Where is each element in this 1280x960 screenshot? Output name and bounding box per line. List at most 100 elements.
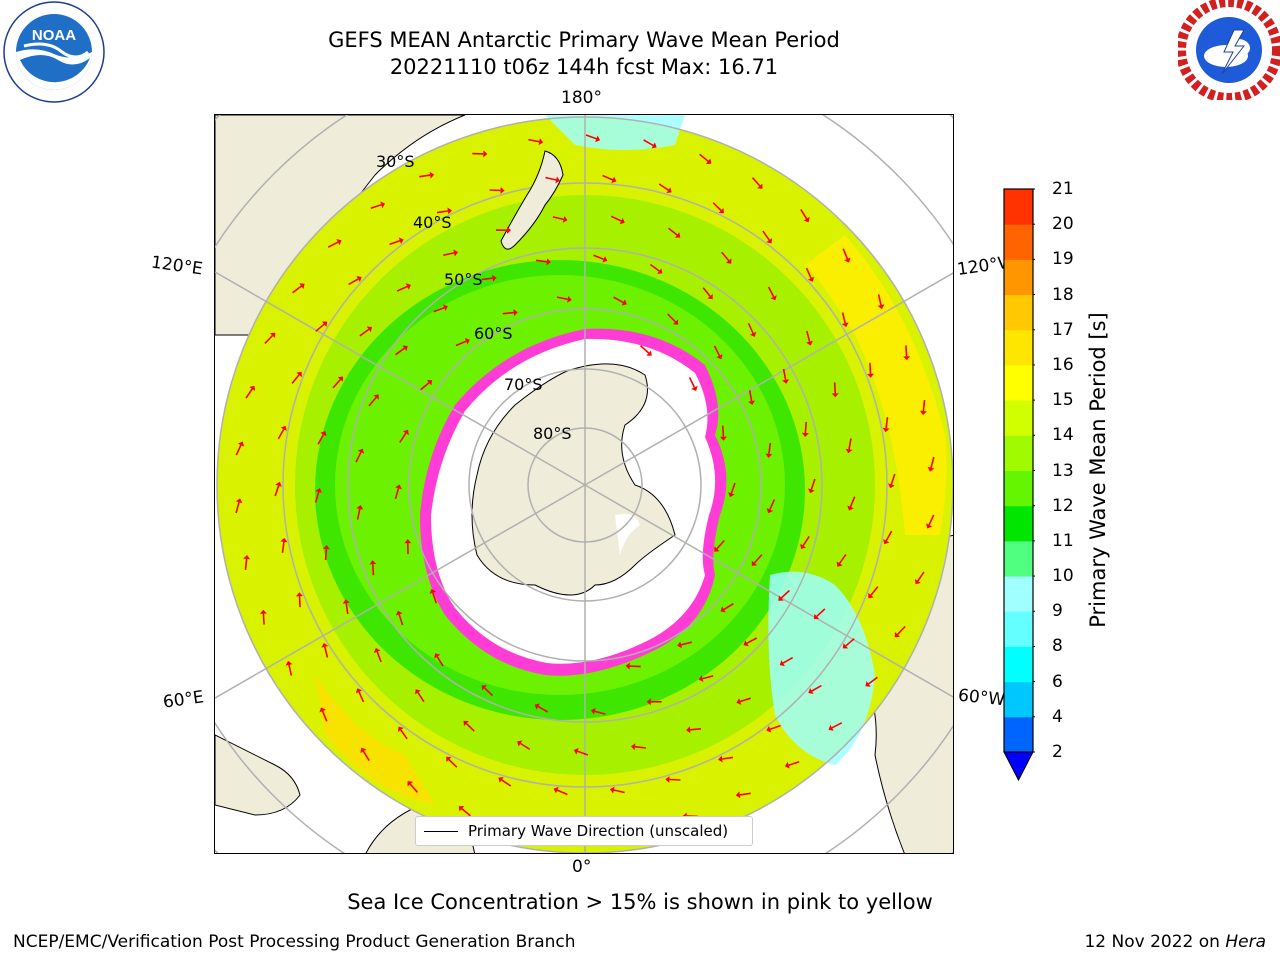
wave-arrow-shaft bbox=[409, 783, 419, 793]
wave-arrow-shaft bbox=[528, 138, 540, 143]
footer-credit: NCEP/EMC/Verification Post Processing Pr… bbox=[13, 932, 576, 952]
wave-arrow-head bbox=[280, 425, 287, 431]
colorbar-tick-label: 14 bbox=[1052, 425, 1074, 446]
wave-arrow-head bbox=[402, 345, 408, 352]
lat-label-80s: 80°S bbox=[533, 424, 572, 443]
wave-arrow-shaft bbox=[244, 558, 248, 570]
wave-arrow-shaft bbox=[235, 444, 242, 456]
wave-arrow-shaft bbox=[613, 296, 624, 304]
wave-arrow-head bbox=[844, 257, 851, 263]
lat-label-50s: 50°S bbox=[444, 270, 483, 289]
colorbar-segment bbox=[1004, 611, 1033, 647]
wave-arrow-head bbox=[296, 592, 303, 597]
wave-arrow-shaft bbox=[398, 614, 404, 626]
wave-arrow-head bbox=[882, 427, 890, 433]
wave-arrow-shaft bbox=[768, 442, 772, 455]
wave-arrow-shaft bbox=[780, 589, 790, 599]
wave-arrow-shaft bbox=[751, 177, 761, 187]
land-antarctic-peninsula bbox=[615, 513, 640, 555]
wave-arrow-head bbox=[691, 385, 698, 391]
lon-label-180: 180° bbox=[561, 88, 602, 108]
wave-arrow-head bbox=[803, 216, 810, 223]
wave-arrow-head bbox=[718, 208, 724, 214]
wave-arrow-shaft bbox=[702, 287, 711, 297]
wave-arrow-head bbox=[831, 393, 839, 398]
wave-arrow-shaft bbox=[356, 508, 361, 520]
wave-arrow-head bbox=[807, 276, 815, 282]
colorbar-segment bbox=[1004, 189, 1033, 225]
colorbar-segment bbox=[1004, 329, 1033, 366]
wave-arrow-head bbox=[894, 632, 900, 638]
wave-arrow-head bbox=[677, 641, 682, 649]
wave-arrow-shaft bbox=[481, 277, 493, 281]
wave-arrow-head bbox=[321, 321, 328, 327]
wave-arrow-shaft bbox=[358, 691, 365, 703]
wave-arrow-head bbox=[434, 653, 441, 659]
wave-arrow-head bbox=[319, 707, 326, 713]
wave-arrow-shaft bbox=[928, 514, 935, 526]
wave-arrow-head bbox=[743, 640, 749, 647]
wave-arrow-head bbox=[590, 707, 596, 715]
wave-arrow-head bbox=[813, 613, 820, 620]
wave-arrow-shaft bbox=[868, 676, 878, 685]
lon-label-60w: 60°W bbox=[957, 685, 1006, 711]
wave-arrow-shaft bbox=[922, 400, 926, 412]
wave-arrow-shaft bbox=[769, 499, 776, 510]
wave-arrow-shaft bbox=[845, 638, 855, 647]
wave-arrow-head bbox=[296, 371, 302, 378]
wave-arrow-head bbox=[808, 488, 815, 494]
wave-arrow-head bbox=[621, 299, 627, 306]
wave-arrow-head bbox=[534, 703, 540, 710]
title-line-2: 20221110 t06z 144h fcst Max: 16.71 bbox=[389, 55, 779, 79]
meridians bbox=[215, 115, 953, 853]
wave-arrow-head bbox=[766, 238, 773, 244]
wave-arrow-shaft bbox=[833, 382, 836, 394]
wave-arrow-head bbox=[315, 488, 322, 493]
wave-arrow-head bbox=[405, 283, 411, 290]
colorbar-tick-label: 21 bbox=[1052, 179, 1074, 199]
wave-arrow-head bbox=[847, 505, 854, 511]
wave-arrow-shaft bbox=[461, 808, 471, 817]
wave-arrow-shaft bbox=[643, 139, 654, 147]
wave-arrow-head bbox=[726, 258, 732, 264]
colorbar-tick-label: 20 bbox=[1052, 214, 1074, 235]
wave-arrow-shaft bbox=[420, 382, 430, 391]
wave-arrow-shaft bbox=[721, 251, 730, 262]
colorbar-ticks bbox=[1033, 188, 1035, 753]
wave-arrow-head bbox=[395, 610, 403, 616]
wave-arrow-head bbox=[666, 187, 672, 193]
wave-arrow-head bbox=[914, 579, 921, 585]
wave-arrow-shaft bbox=[419, 174, 431, 178]
wave-arrow-head bbox=[925, 523, 933, 529]
wave-arrow-shaft bbox=[841, 312, 846, 324]
wave-arrow-shaft bbox=[324, 646, 329, 658]
wave-arrow-shaft bbox=[602, 174, 614, 181]
wave-arrow-head bbox=[464, 338, 470, 345]
wave-arrow-shaft bbox=[782, 368, 787, 380]
colorbar-segment bbox=[1004, 364, 1033, 401]
colorbar bbox=[1003, 188, 1035, 782]
wave-arrow-shaft bbox=[277, 428, 285, 440]
wave-arrow-head bbox=[883, 539, 890, 545]
wave-arrow-shaft bbox=[552, 216, 564, 221]
colorbar-segment bbox=[1004, 435, 1033, 471]
wave-arrow-head bbox=[800, 543, 807, 549]
wave-arrow-head bbox=[720, 606, 726, 613]
wave-arrow-head bbox=[402, 429, 409, 436]
wave-arrow-head bbox=[779, 660, 785, 667]
wave-arrow-shaft bbox=[739, 792, 751, 796]
wave-arrow-shaft bbox=[890, 473, 896, 485]
wave-arrow-head bbox=[380, 201, 386, 209]
wave-arrow-head bbox=[841, 322, 849, 328]
wave-arrow-head bbox=[429, 589, 437, 594]
wave-arrow-head bbox=[927, 466, 935, 472]
wave-arrow-head bbox=[877, 304, 885, 310]
wave-field-cyan-2 bbox=[545, 115, 685, 150]
wave-arrow-shaft bbox=[842, 248, 849, 260]
wave-arrow-head bbox=[782, 379, 789, 384]
wave-arrow-shaft bbox=[805, 267, 812, 279]
colorbar-label: Primary Wave Mean Period [s] bbox=[1086, 312, 1110, 628]
wave-arrow-shaft bbox=[327, 241, 339, 248]
wave-arrow-shaft bbox=[634, 745, 646, 749]
wave-arrow-shaft bbox=[432, 592, 438, 604]
